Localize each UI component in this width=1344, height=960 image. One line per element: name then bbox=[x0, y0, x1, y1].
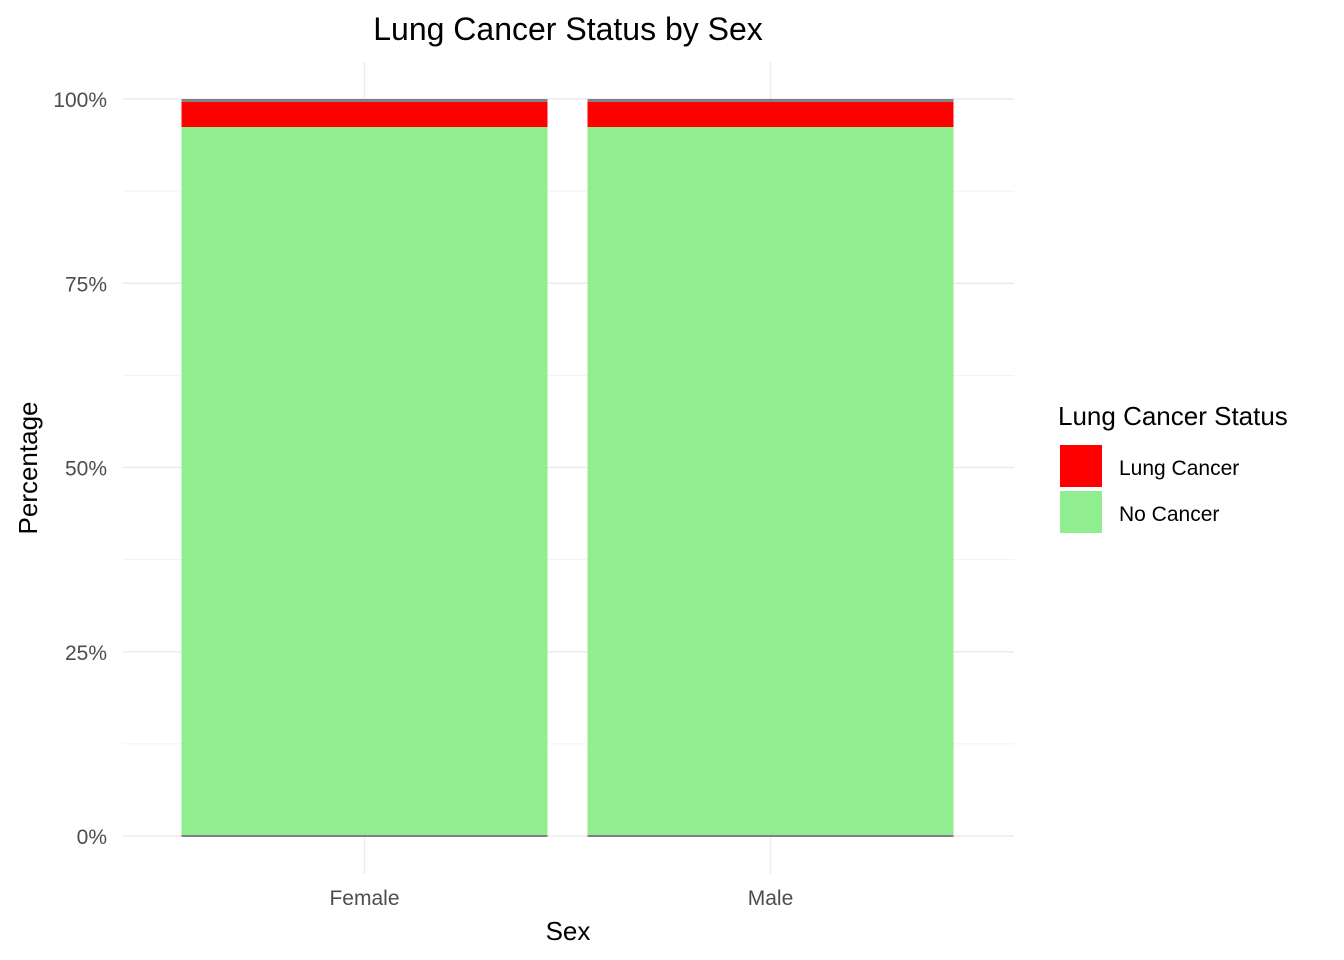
y-tick-label: 100% bbox=[53, 89, 107, 112]
legend-label-no-cancer: No Cancer bbox=[1119, 503, 1219, 526]
legend-label-lung-cancer: Lung Cancer bbox=[1119, 457, 1239, 480]
y-axis-ticks: 0% 25% 50% 75% 100% bbox=[53, 89, 107, 849]
x-tick-label: Male bbox=[748, 887, 794, 910]
bar-female-lung-cancer bbox=[181, 101, 548, 128]
chart-title: Lung Cancer Status by Sex bbox=[373, 11, 763, 47]
bar-baseline-female bbox=[181, 835, 548, 837]
legend-swatch-no-cancer bbox=[1060, 491, 1102, 533]
y-tick-label: 50% bbox=[65, 458, 107, 481]
bars bbox=[181, 99, 954, 837]
bar-male-no-cancer bbox=[587, 127, 954, 837]
y-tick-label: 25% bbox=[65, 642, 107, 665]
y-axis-title: Percentage bbox=[13, 402, 43, 535]
x-axis-ticks: Female Male bbox=[329, 887, 793, 910]
bar-female-other bbox=[181, 99, 548, 102]
bar-male-lung-cancer bbox=[587, 101, 954, 128]
legend: Lung Cancer Status Lung Cancer No Cancer bbox=[1058, 401, 1288, 533]
x-tick-label: Female bbox=[329, 887, 399, 910]
bar-male-other bbox=[587, 99, 954, 102]
y-tick-label: 0% bbox=[77, 826, 107, 849]
bar-female-no-cancer bbox=[181, 127, 548, 837]
legend-title: Lung Cancer Status bbox=[1058, 401, 1288, 431]
bar-baseline-male bbox=[587, 835, 954, 837]
legend-swatch-lung-cancer bbox=[1060, 445, 1102, 487]
y-tick-label: 75% bbox=[65, 273, 107, 296]
x-axis-title: Sex bbox=[546, 916, 591, 946]
